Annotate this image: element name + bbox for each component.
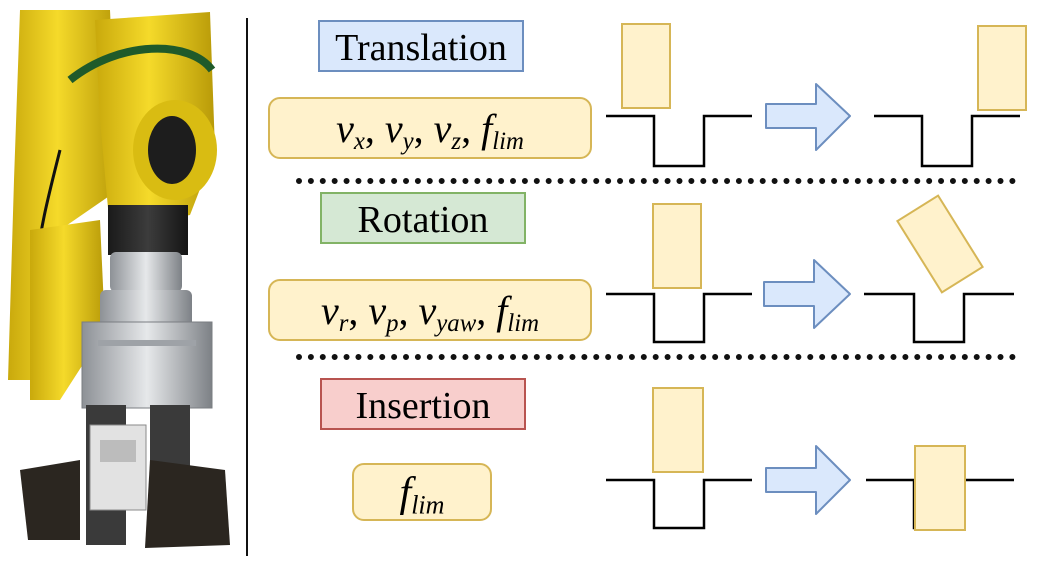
label-rotation: Rotation	[320, 192, 526, 244]
symbol-v-yaw: vyaw	[418, 288, 477, 337]
rotation-diagram	[606, 194, 1014, 344]
symbol-v-y: vy	[384, 106, 414, 155]
symbol-separator: ,	[398, 288, 419, 333]
hole-after-rotation	[864, 292, 1014, 344]
symbol-v-x: vx	[336, 106, 365, 155]
translation-diagram	[606, 23, 1027, 168]
robot-cable-green	[67, 44, 216, 84]
arrow-insertion	[765, 445, 851, 515]
symbol-f-lim: flim	[399, 470, 445, 520]
hole-before-rotation	[606, 292, 752, 344]
robot-joint-hub-shape	[148, 116, 196, 184]
params-translation: vx, vy, vz, flim	[268, 97, 592, 159]
force-sensor-bottom	[100, 290, 192, 330]
arrow-translation	[765, 83, 851, 151]
symbol-f-lim: flim	[481, 106, 524, 155]
robot-arm-illustration	[8, 10, 230, 548]
label-insertion: Insertion	[320, 378, 526, 430]
symbol-separator: ,	[413, 106, 434, 151]
peg-before-insertion	[652, 387, 704, 473]
hole-before-insertion	[606, 478, 752, 530]
peg-before-rotation	[652, 203, 702, 289]
robot-arm-image	[0, 0, 240, 572]
connector-peg	[89, 424, 147, 511]
label-translation: Translation	[318, 20, 524, 72]
symbol-v-p: vp	[368, 288, 399, 337]
peg-after-rotation	[896, 194, 984, 294]
vertical-divider	[246, 18, 248, 556]
dotted-separator-1	[296, 178, 1016, 184]
gripper-detail	[98, 340, 196, 346]
symbol-separator: ,	[348, 288, 369, 333]
dotted-separator-2	[296, 354, 1016, 360]
symbol-separator: ,	[364, 106, 385, 151]
peg-before-translation	[621, 23, 671, 109]
robot-wrist-flange	[108, 205, 188, 255]
symbol-f-lim: flim	[496, 288, 540, 337]
connector-detail	[100, 440, 136, 462]
gripper-body	[81, 321, 213, 409]
params-insertion: flim	[352, 463, 492, 521]
symbol-v-r: vr	[320, 288, 349, 337]
symbol-separator: ,	[476, 288, 497, 333]
params-rotation: vr, vp, vyaw, flim	[268, 279, 592, 341]
hole-before-translation	[606, 114, 752, 168]
force-sensor-top	[110, 252, 182, 292]
peg-after-translation	[977, 25, 1027, 111]
symbol-separator: ,	[461, 106, 482, 151]
symbol-v-z: vz	[433, 106, 462, 155]
arrow-rotation	[763, 259, 851, 329]
fixture-right	[145, 460, 230, 548]
peg-after-insertion	[914, 445, 966, 531]
hole-after-translation	[874, 114, 1020, 168]
insertion-diagram	[606, 387, 1014, 531]
fixture-left	[20, 460, 80, 540]
